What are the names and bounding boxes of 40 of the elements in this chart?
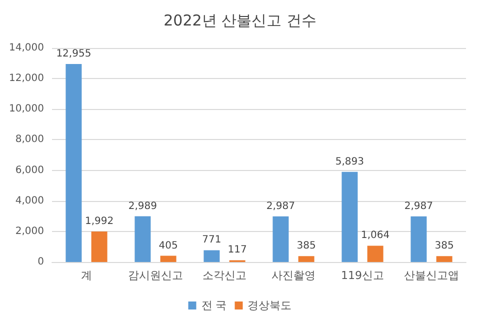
data-label: 5,893 [335, 156, 364, 168]
bar [410, 216, 427, 262]
bar [436, 256, 452, 262]
bar [134, 216, 151, 262]
x-tick-label: 사진촬영 [272, 269, 316, 282]
data-label: 385 [296, 240, 316, 252]
data-label: 2,987 [404, 200, 434, 212]
y-tick-label: 8,000 [15, 134, 44, 146]
bar [204, 250, 220, 262]
x-tick-label: 소각신고 [202, 269, 246, 282]
x-tick-label: 산불신고앱 [404, 269, 459, 282]
x-tick-label: 감시원신고 [128, 269, 183, 282]
data-label: 2,989 [128, 200, 158, 212]
bar [91, 232, 108, 262]
y-tick-label: 2,000 [15, 226, 44, 237]
bar [367, 246, 384, 262]
data-label: 385 [434, 240, 454, 252]
data-label: 12,955 [56, 48, 92, 60]
bar [298, 256, 314, 262]
data-label: 405 [158, 240, 178, 252]
y-tick-label: 0 [38, 256, 44, 268]
y-tick-label: 10,000 [9, 104, 44, 115]
bar [342, 172, 358, 262]
y-tick-label: 6,000 [15, 164, 44, 176]
data-label: 1,064 [360, 230, 390, 242]
chart-title: 2022년 산불신고 건수 [164, 12, 316, 30]
legend-label: 전 국 [201, 299, 227, 312]
x-tick-label: 119신고 [341, 269, 384, 282]
data-label: 1,992 [84, 216, 114, 228]
bar [272, 216, 289, 262]
legend-label: 경상북도 [248, 299, 292, 312]
y-tick-label: 12,000 [9, 73, 44, 84]
bar [66, 64, 82, 262]
data-label: 771 [202, 234, 222, 246]
data-label: 117 [228, 244, 247, 256]
bar [160, 256, 176, 262]
x-tick-label: 계 [81, 269, 92, 282]
y-tick-label: 4,000 [15, 195, 44, 206]
y-tick-label: 14,000 [9, 42, 44, 54]
data-label: 2,987 [266, 200, 296, 212]
